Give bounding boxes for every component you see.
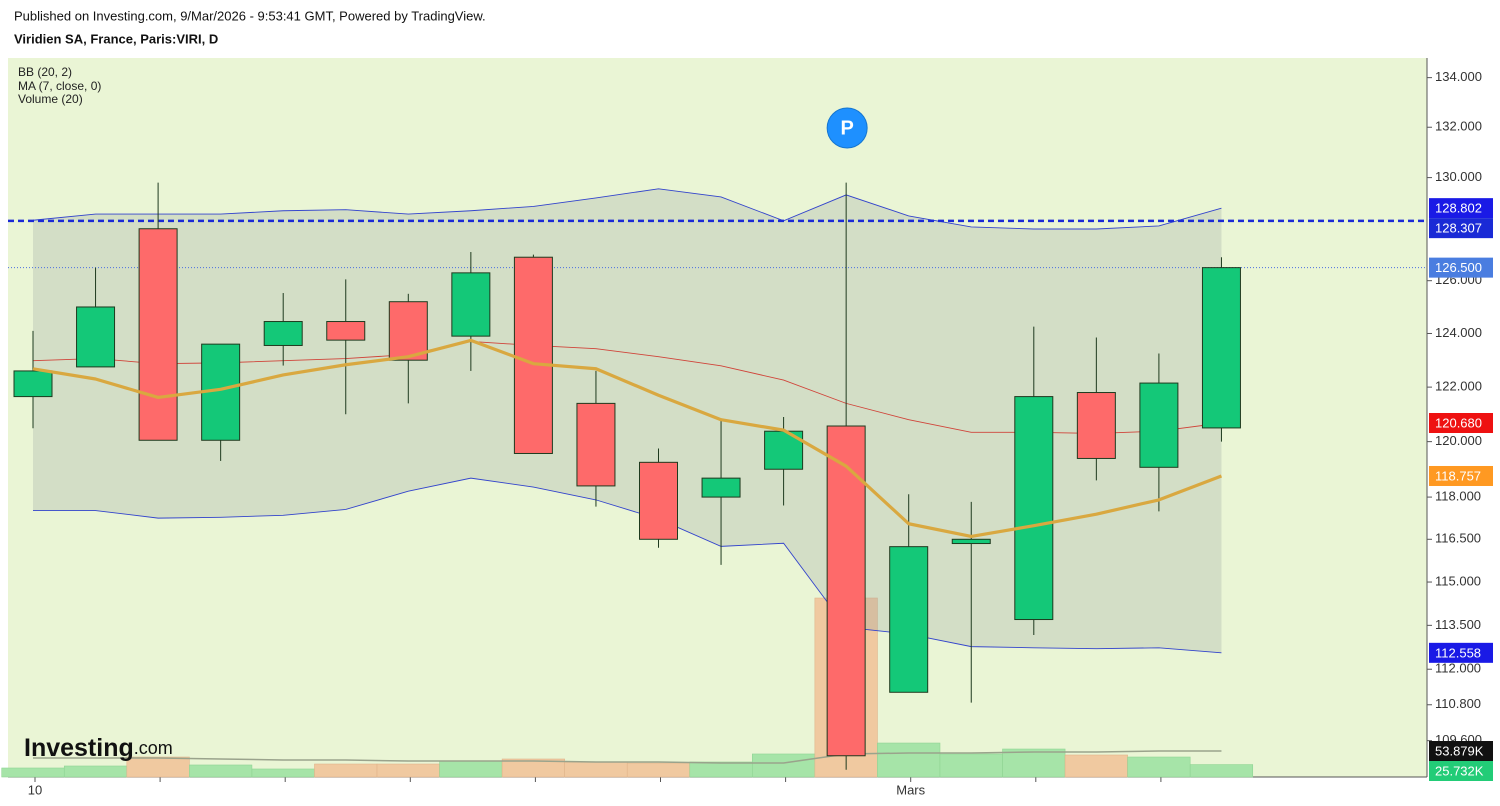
chart-title: Viridien SA, France, Paris:VIRI, D <box>14 31 218 46</box>
price-badge <box>1429 465 1493 486</box>
legend-ma: MA (7, close, 0) <box>18 79 101 93</box>
subtitle: Published on Investing.com, 9/Mar/2026 -… <box>14 8 486 23</box>
volume-bar <box>63 765 128 778</box>
volume-bar <box>877 742 941 778</box>
candle-body <box>13 370 53 398</box>
candle-body <box>1201 267 1241 429</box>
price-badge-label: 53.879K <box>1435 743 1484 758</box>
price-badge <box>1429 198 1493 219</box>
y-tick-label: 110.800 <box>1435 696 1481 711</box>
bb-lower <box>33 477 1222 654</box>
candle-body <box>388 301 428 361</box>
layers: 134.000132.000130.000126.000124.000122.0… <box>1 69 1493 797</box>
candle-body <box>326 321 366 341</box>
volume-bar <box>564 761 628 778</box>
price-badge-label: 128.802 <box>1435 201 1482 216</box>
y-tick-label: 122.000 <box>1435 379 1482 394</box>
candle-body <box>1014 396 1054 621</box>
y-tick-label: 115.000 <box>1435 573 1481 588</box>
candle-body <box>1139 382 1179 468</box>
volume-ma-line <box>33 750 1222 764</box>
price-badge <box>1429 761 1493 782</box>
y-tick-label: 120.000 <box>1435 433 1482 448</box>
volume-bar <box>1002 748 1066 778</box>
annotation-text: P <box>840 117 853 139</box>
volume-bar <box>689 761 753 778</box>
volume-bar <box>126 756 190 778</box>
price-badge <box>1429 257 1493 278</box>
volume-bar <box>1127 756 1191 778</box>
y-tick-label: 118.000 <box>1435 489 1481 504</box>
volume-bar <box>626 762 691 778</box>
volume-bar <box>752 753 816 778</box>
volume-bar <box>1064 754 1128 778</box>
logo-suffix: .com <box>134 738 173 758</box>
volume-bar <box>251 768 315 778</box>
legend-bb: BB (20, 2) <box>18 65 72 79</box>
legend-volume: Volume (20) <box>18 92 83 106</box>
candle-body <box>826 425 866 757</box>
candle-body <box>513 256 553 454</box>
y-tick-label: 134.000 <box>1435 69 1482 84</box>
y-tick-label: 132.000 <box>1435 119 1482 134</box>
candle-body <box>451 272 491 337</box>
price-badge-label: 120.680 <box>1435 415 1482 430</box>
volume-bar <box>1 767 65 778</box>
price-badge <box>1429 642 1493 663</box>
volume-bar <box>376 763 440 778</box>
candle-body <box>639 461 678 540</box>
y-tick-label: 112.000 <box>1435 661 1481 676</box>
volume-bar <box>1189 764 1254 778</box>
price-badge-label: 25.732K <box>1435 763 1484 778</box>
y-tick-label: 124.000 <box>1435 325 1482 340</box>
logo-main: Investing <box>24 734 134 762</box>
y-tick-label: 130.000 <box>1435 169 1482 184</box>
candle-body <box>1076 392 1116 459</box>
volume-bar <box>439 760 503 778</box>
y-tick-label: 116.500 <box>1435 531 1481 546</box>
candle-body <box>576 402 616 487</box>
volume-bar <box>314 763 378 778</box>
bb-upper <box>32 188 1222 230</box>
price-badge <box>1429 413 1493 434</box>
x-tick-label: Mars <box>896 782 925 797</box>
price-badge <box>1429 218 1493 239</box>
candle-body <box>889 546 929 693</box>
y-tick-label: 113.500 <box>1435 617 1481 632</box>
volume-bar <box>189 764 253 778</box>
candle-body <box>263 321 303 346</box>
candle-body <box>951 538 991 545</box>
volume-bar <box>939 753 1003 778</box>
annotation-marker <box>826 107 868 149</box>
ma-line <box>32 338 1223 539</box>
candle-body <box>76 306 116 368</box>
price-badge-label: 128.307 <box>1435 221 1482 236</box>
bb-fill <box>33 188 1222 653</box>
price-badge-label: 126.500 <box>1435 260 1482 275</box>
candle-body <box>701 477 741 498</box>
price-badge-label: 112.558 <box>1435 645 1481 660</box>
price-badge <box>1429 741 1493 762</box>
logo: Investing.com <box>24 734 173 762</box>
x-tick-label: 10 <box>28 782 42 797</box>
candle-body <box>138 228 178 441</box>
price-badge-label: 118.757 <box>1435 468 1481 483</box>
